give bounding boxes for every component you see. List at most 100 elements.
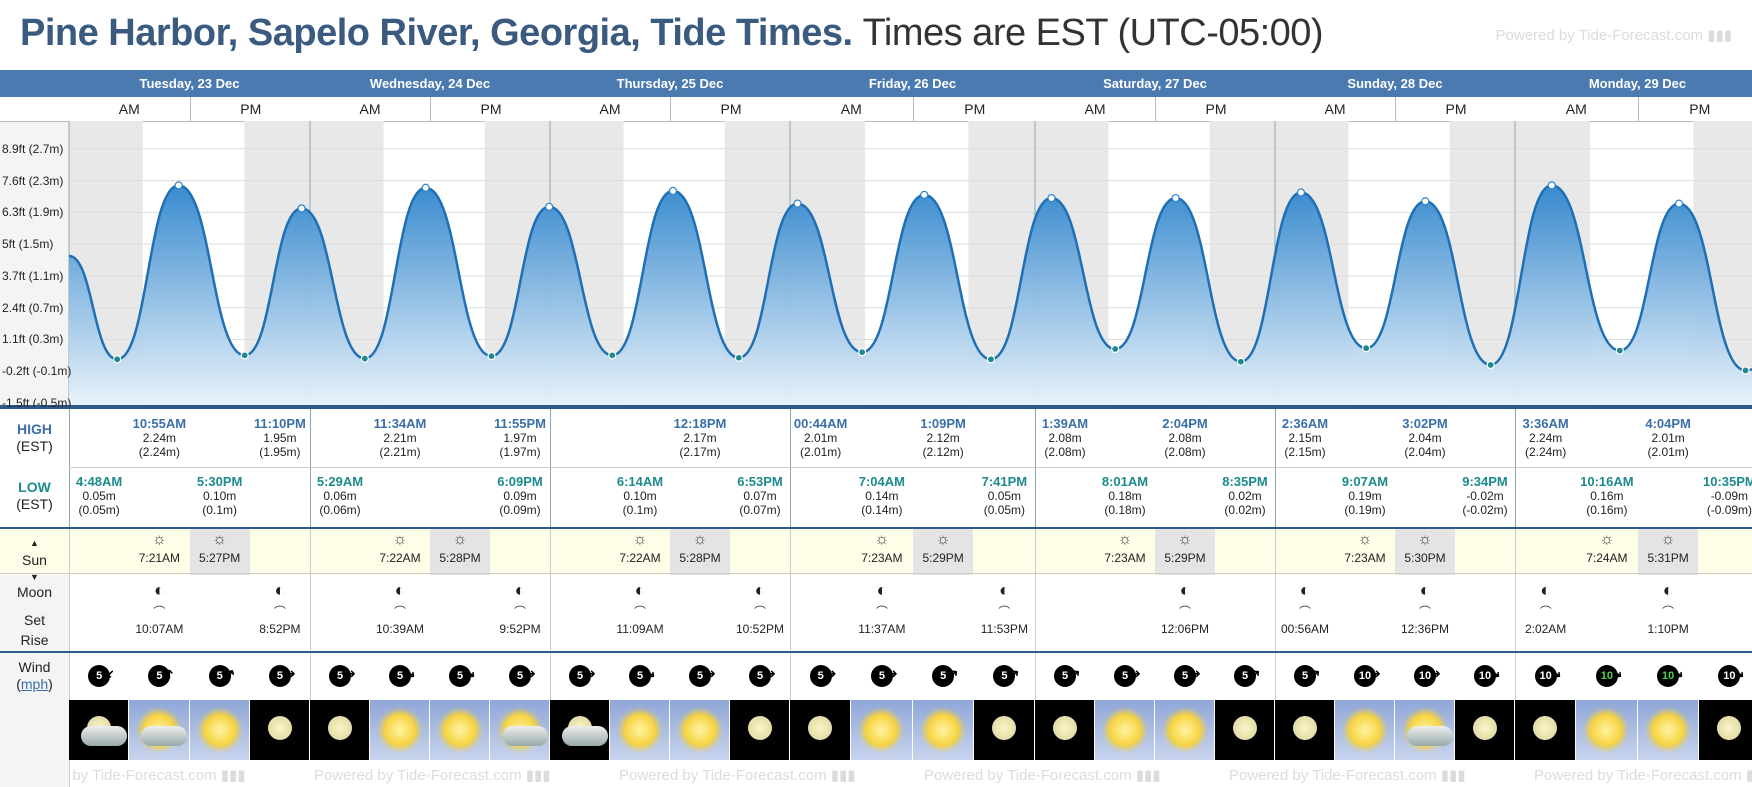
low-tide-entry: 7:41PM 0.05m (0.05m)	[964, 474, 1044, 518]
wind-speed-icon: 5 ➜	[629, 664, 660, 687]
powered-by-top[interactable]: Powered by Tide-Forecast.com ▮▮▮	[1495, 26, 1732, 44]
tide-chart-svg	[0, 121, 1752, 407]
low-row-label: LOW (EST)	[0, 479, 69, 513]
low-tide-entry-meters: 0.10m	[623, 489, 657, 503]
high-tide-entry-meters: 2.08m	[1168, 431, 1202, 445]
low-tide-entry: 6:09PM 0.09m (0.09m)	[480, 475, 560, 518]
moon-event: ◐ ⌒ 11:53PM	[974, 578, 1034, 636]
mph-link[interactable]: mph	[20, 676, 49, 692]
sun-disc	[684, 714, 716, 746]
sunset-icon: ☼	[212, 531, 227, 548]
day-divider	[310, 653, 311, 702]
sunset: ☼ 5:28PM	[670, 529, 730, 575]
sunny-icon	[1095, 700, 1154, 760]
high-tide-entry: 11:10PM 1.95m (1.95m)	[240, 417, 320, 460]
moon-time: 00:56AM	[1280, 622, 1330, 636]
sunset-icon: ☼	[452, 531, 468, 548]
high-tide-entry-meters-alt: (2.01m)	[799, 445, 842, 459]
y-tick-label: 1.1ft (0.3m)	[2, 332, 64, 347]
cloud-shape	[1407, 726, 1453, 746]
sunny-icon	[370, 700, 429, 760]
high-tide-entry-time: 2:36AM	[1281, 416, 1329, 431]
y-tick-label: 3.7ft (1.1m)	[2, 268, 64, 283]
wind-arrow-icon: ➜	[284, 666, 296, 681]
wind-speed-icon: 10 ➜	[1657, 664, 1688, 687]
moon-event: ◐ ⌒ 00:56AM	[1275, 578, 1335, 636]
sunny-icon	[912, 700, 973, 760]
high-tide-entry: 12:18PM 2.17m (2.17m)	[660, 417, 740, 460]
low-tide-entry-meters-alt: (0.05m)	[78, 503, 120, 517]
moon-disc	[748, 716, 772, 740]
powered-by-bottom: Powered by Tide-Forecast.com ▮▮▮ Powered …	[69, 762, 1752, 787]
ampm-bar: AM PM AM PM AM PM AM PM AM PM AM PM AM PM	[0, 97, 1752, 122]
sun-row-label[interactable]: ▲ Sun ▼	[0, 535, 69, 586]
day-header: Monday, 29 Dec	[1588, 76, 1687, 91]
header: Pine Harbor, Sapelo River, Georgia, Tide…	[0, 0, 1752, 70]
moon-disc	[1473, 716, 1497, 740]
y-tick-label: 7.6ft (2.3m)	[2, 173, 64, 188]
y-tick-label: 8.9ft (2.7m)	[2, 141, 64, 156]
low-tide-entry-time: 9:07AM	[1341, 474, 1389, 489]
wind-speed-icon: 5 ➜	[870, 665, 898, 687]
high-tide-entry-meters: 2.12m	[926, 431, 960, 445]
moon-time: 12:06PM	[1160, 622, 1210, 636]
moonrise-icon: ⌒	[1298, 605, 1311, 619]
high-tide-entry-time: 4:04PM	[1645, 416, 1691, 431]
high-tide-point	[174, 181, 183, 190]
day-divider	[1035, 529, 1036, 575]
wind-label: Wind	[18, 659, 51, 675]
wind-speed-icon: 10 ➜	[1595, 664, 1627, 687]
low-tide-entry-meters: 0.14m	[865, 489, 899, 503]
day-divider	[550, 574, 551, 650]
sunset-icon: ☼	[1177, 531, 1193, 548]
low-tide-point	[1741, 366, 1750, 375]
wind-speed-icon: 5 ➜	[569, 665, 596, 687]
high-tide-entry-meters-alt: (2.15m)	[1284, 445, 1326, 459]
low-tide-point	[734, 353, 743, 362]
sun-row: ▲ Sun ▼ ☼ 7:21AM ☼ 5:27PM ☼ 7:22AM ☼ 5:28PM ☼ 7:22A…	[0, 527, 1752, 582]
sunrise: ☼ 7:23AM	[852, 529, 912, 575]
wind-arrow-icon: ➜	[944, 664, 963, 683]
low-tide-entry-meters: 0.06m	[323, 489, 357, 503]
sun-disc	[1349, 714, 1381, 746]
day-header: Thursday, 25 Dec	[616, 76, 724, 91]
high-tide-entry-meters: 1.95m	[263, 431, 297, 445]
low-tide-entry-meters: 0.05m	[987, 489, 1022, 503]
low-tide-entry: 10:35PM -0.09m (-0.09m)	[1689, 475, 1752, 518]
sunrise-time: 7:21AM	[138, 551, 181, 565]
day-divider	[1515, 653, 1516, 702]
moon-phase-icon: ◐	[1419, 580, 1431, 600]
high-tide-entry-meters: 2.01m	[803, 431, 838, 445]
pm-label: PM	[1637, 97, 1752, 121]
day-divider	[310, 574, 311, 650]
low-tide-entry: 6:14AM 0.10m (0.1m)	[600, 475, 680, 518]
am-label: AM	[1084, 101, 1106, 117]
moon-time: 10:39AM	[375, 622, 425, 636]
moonrise-icon: ⌒	[1539, 605, 1552, 619]
wind-arrow-icon: ➜	[1608, 664, 1627, 683]
sunny-icon	[851, 700, 912, 760]
day-divider	[1515, 574, 1516, 650]
wind-speed-icon: 5 ➜	[268, 665, 296, 687]
high-tide-entry-meters-alt: (1.97m)	[499, 445, 541, 459]
high-tide-point	[920, 190, 929, 199]
sunrise-time: 7:23AM	[1104, 551, 1146, 565]
wind-speed-icon: 10 ➜	[1534, 664, 1565, 687]
low-tide-entry-meters-alt: (-0.09m)	[1706, 503, 1752, 517]
low-tide-point	[1111, 344, 1120, 354]
powered-by-text[interactable]: Powered by Tide-Forecast.com	[1495, 27, 1704, 44]
day-divider	[1275, 529, 1276, 575]
sunrise: ☼ 7:23AM	[1095, 529, 1155, 575]
sunset-time: 5:27PM	[198, 551, 241, 565]
cloudy-night-icon	[550, 700, 609, 760]
high-tide-entry-meters-alt: (2.24m)	[138, 445, 181, 459]
low-tide-entry-time: 7:41PM	[981, 474, 1028, 489]
day-divider	[1275, 409, 1276, 527]
moon-set-label: Set	[23, 612, 45, 628]
high-tide-entry-meters-alt: (2.04m)	[1404, 445, 1446, 459]
sun-disc	[865, 714, 898, 746]
cloud-shape	[502, 726, 548, 746]
wind-arrow-icon: ➜	[1005, 664, 1024, 683]
high-tide-entry-time: 2:04PM	[1162, 416, 1208, 431]
high-tide-entry-time: 00:44AM	[793, 416, 848, 431]
